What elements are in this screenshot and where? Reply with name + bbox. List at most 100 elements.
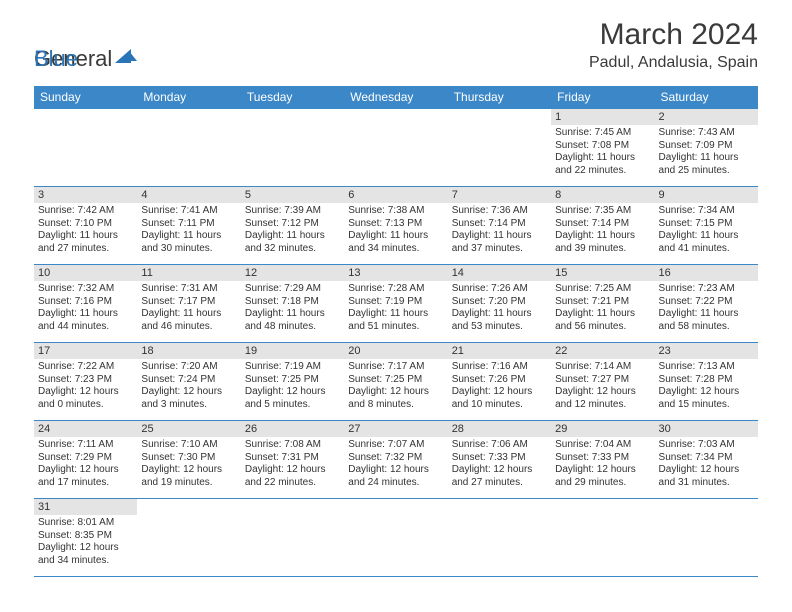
calendar-day-cell: 24Sunrise: 7:11 AMSunset: 7:29 PMDayligh…	[34, 421, 137, 499]
calendar-day-cell: 26Sunrise: 7:08 AMSunset: 7:31 PMDayligh…	[241, 421, 344, 499]
calendar-week-row: 3Sunrise: 7:42 AMSunset: 7:10 PMDaylight…	[34, 187, 758, 265]
calendar-day-cell: 15Sunrise: 7:25 AMSunset: 7:21 PMDayligh…	[551, 265, 654, 343]
calendar-day-cell: 7Sunrise: 7:36 AMSunset: 7:14 PMDaylight…	[448, 187, 551, 265]
calendar-day-cell: 12Sunrise: 7:29 AMSunset: 7:18 PMDayligh…	[241, 265, 344, 343]
day-details: Sunrise: 7:36 AMSunset: 7:14 PMDaylight:…	[448, 203, 551, 257]
day-number: 14	[448, 265, 551, 281]
day-number: 16	[655, 265, 758, 281]
day-details: Sunrise: 7:10 AMSunset: 7:30 PMDaylight:…	[137, 437, 240, 491]
day-details: Sunrise: 7:03 AMSunset: 7:34 PMDaylight:…	[655, 437, 758, 491]
day-details: Sunrise: 7:17 AMSunset: 7:25 PMDaylight:…	[344, 359, 447, 413]
calendar-day-cell: 13Sunrise: 7:28 AMSunset: 7:19 PMDayligh…	[344, 265, 447, 343]
calendar-week-row: 17Sunrise: 7:22 AMSunset: 7:23 PMDayligh…	[34, 343, 758, 421]
day-header-saturday: Saturday	[655, 86, 758, 109]
day-details: Sunrise: 7:43 AMSunset: 7:09 PMDaylight:…	[655, 125, 758, 179]
calendar-day-cell: 5Sunrise: 7:39 AMSunset: 7:12 PMDaylight…	[241, 187, 344, 265]
calendar-day-cell: 23Sunrise: 7:13 AMSunset: 7:28 PMDayligh…	[655, 343, 758, 421]
calendar-week-row: 10Sunrise: 7:32 AMSunset: 7:16 PMDayligh…	[34, 265, 758, 343]
calendar-empty-cell	[655, 499, 758, 577]
month-title: March 2024	[589, 18, 758, 52]
calendar-empty-cell	[344, 499, 447, 577]
day-number: 24	[34, 421, 137, 437]
calendar-empty-cell	[137, 109, 240, 187]
day-number: 4	[137, 187, 240, 203]
day-details: Sunrise: 7:11 AMSunset: 7:29 PMDaylight:…	[34, 437, 137, 491]
day-number: 20	[344, 343, 447, 359]
calendar-day-cell: 22Sunrise: 7:14 AMSunset: 7:27 PMDayligh…	[551, 343, 654, 421]
calendar-day-cell: 2Sunrise: 7:43 AMSunset: 7:09 PMDaylight…	[655, 109, 758, 187]
calendar-empty-cell	[241, 109, 344, 187]
calendar-day-cell: 25Sunrise: 7:10 AMSunset: 7:30 PMDayligh…	[137, 421, 240, 499]
location-subtitle: Padul, Andalusia, Spain	[589, 54, 758, 72]
day-number: 23	[655, 343, 758, 359]
calendar-day-cell: 14Sunrise: 7:26 AMSunset: 7:20 PMDayligh…	[448, 265, 551, 343]
day-number: 15	[551, 265, 654, 281]
day-details: Sunrise: 8:01 AMSunset: 8:35 PMDaylight:…	[34, 515, 137, 569]
day-details: Sunrise: 7:08 AMSunset: 7:31 PMDaylight:…	[241, 437, 344, 491]
day-header-thursday: Thursday	[448, 86, 551, 109]
day-number: 1	[551, 109, 654, 125]
calendar-empty-cell	[448, 499, 551, 577]
day-details: Sunrise: 7:16 AMSunset: 7:26 PMDaylight:…	[448, 359, 551, 413]
day-number: 13	[344, 265, 447, 281]
calendar-empty-cell	[448, 109, 551, 187]
calendar-day-cell: 29Sunrise: 7:04 AMSunset: 7:33 PMDayligh…	[551, 421, 654, 499]
day-number: 19	[241, 343, 344, 359]
day-header-sunday: Sunday	[34, 86, 137, 109]
day-details: Sunrise: 7:26 AMSunset: 7:20 PMDaylight:…	[448, 281, 551, 335]
calendar-day-cell: 11Sunrise: 7:31 AMSunset: 7:17 PMDayligh…	[137, 265, 240, 343]
day-number: 30	[655, 421, 758, 437]
calendar-week-row: 31Sunrise: 8:01 AMSunset: 8:35 PMDayligh…	[34, 499, 758, 577]
calendar-day-cell: 6Sunrise: 7:38 AMSunset: 7:13 PMDaylight…	[344, 187, 447, 265]
calendar-day-cell: 19Sunrise: 7:19 AMSunset: 7:25 PMDayligh…	[241, 343, 344, 421]
calendar-day-cell: 4Sunrise: 7:41 AMSunset: 7:11 PMDaylight…	[137, 187, 240, 265]
title-block: March 2024 Padul, Andalusia, Spain	[589, 18, 758, 72]
calendar-day-cell: 21Sunrise: 7:16 AMSunset: 7:26 PMDayligh…	[448, 343, 551, 421]
page-header: General March 2024 Padul, Andalusia, Spa…	[0, 0, 792, 80]
day-details: Sunrise: 7:31 AMSunset: 7:17 PMDaylight:…	[137, 281, 240, 335]
day-details: Sunrise: 7:45 AMSunset: 7:08 PMDaylight:…	[551, 125, 654, 179]
day-number: 31	[34, 499, 137, 515]
day-header-row: SundayMondayTuesdayWednesdayThursdayFrid…	[34, 86, 758, 109]
day-number: 28	[448, 421, 551, 437]
day-details: Sunrise: 7:25 AMSunset: 7:21 PMDaylight:…	[551, 281, 654, 335]
calendar-day-cell: 10Sunrise: 7:32 AMSunset: 7:16 PMDayligh…	[34, 265, 137, 343]
day-details: Sunrise: 7:23 AMSunset: 7:22 PMDaylight:…	[655, 281, 758, 335]
day-details: Sunrise: 7:32 AMSunset: 7:16 PMDaylight:…	[34, 281, 137, 335]
calendar-day-cell: 30Sunrise: 7:03 AMSunset: 7:34 PMDayligh…	[655, 421, 758, 499]
calendar-empty-cell	[344, 109, 447, 187]
day-number: 27	[344, 421, 447, 437]
day-number: 3	[34, 187, 137, 203]
day-details: Sunrise: 7:38 AMSunset: 7:13 PMDaylight:…	[344, 203, 447, 257]
calendar-day-cell: 28Sunrise: 7:06 AMSunset: 7:33 PMDayligh…	[448, 421, 551, 499]
calendar-empty-cell	[34, 109, 137, 187]
day-details: Sunrise: 7:29 AMSunset: 7:18 PMDaylight:…	[241, 281, 344, 335]
calendar-day-cell: 1Sunrise: 7:45 AMSunset: 7:08 PMDaylight…	[551, 109, 654, 187]
day-details: Sunrise: 7:28 AMSunset: 7:19 PMDaylight:…	[344, 281, 447, 335]
day-details: Sunrise: 7:41 AMSunset: 7:11 PMDaylight:…	[137, 203, 240, 257]
day-details: Sunrise: 7:35 AMSunset: 7:14 PMDaylight:…	[551, 203, 654, 257]
calendar-day-cell: 31Sunrise: 8:01 AMSunset: 8:35 PMDayligh…	[34, 499, 137, 577]
day-header-wednesday: Wednesday	[344, 86, 447, 109]
day-number: 10	[34, 265, 137, 281]
day-details: Sunrise: 7:22 AMSunset: 7:23 PMDaylight:…	[34, 359, 137, 413]
day-details: Sunrise: 7:04 AMSunset: 7:33 PMDaylight:…	[551, 437, 654, 491]
day-number: 7	[448, 187, 551, 203]
calendar-empty-cell	[241, 499, 344, 577]
day-details: Sunrise: 7:20 AMSunset: 7:24 PMDaylight:…	[137, 359, 240, 413]
day-details: Sunrise: 7:13 AMSunset: 7:28 PMDaylight:…	[655, 359, 758, 413]
day-details: Sunrise: 7:14 AMSunset: 7:27 PMDaylight:…	[551, 359, 654, 413]
calendar-day-cell: 3Sunrise: 7:42 AMSunset: 7:10 PMDaylight…	[34, 187, 137, 265]
calendar-day-cell: 16Sunrise: 7:23 AMSunset: 7:22 PMDayligh…	[655, 265, 758, 343]
day-header-tuesday: Tuesday	[241, 86, 344, 109]
day-number: 5	[241, 187, 344, 203]
calendar-empty-cell	[137, 499, 240, 577]
day-details: Sunrise: 7:07 AMSunset: 7:32 PMDaylight:…	[344, 437, 447, 491]
calendar-day-cell: 17Sunrise: 7:22 AMSunset: 7:23 PMDayligh…	[34, 343, 137, 421]
day-number: 11	[137, 265, 240, 281]
day-number: 8	[551, 187, 654, 203]
calendar-day-cell: 9Sunrise: 7:34 AMSunset: 7:15 PMDaylight…	[655, 187, 758, 265]
day-number: 9	[655, 187, 758, 203]
brand-part2: Blue	[34, 46, 78, 72]
calendar-table: SundayMondayTuesdayWednesdayThursdayFrid…	[34, 86, 758, 577]
